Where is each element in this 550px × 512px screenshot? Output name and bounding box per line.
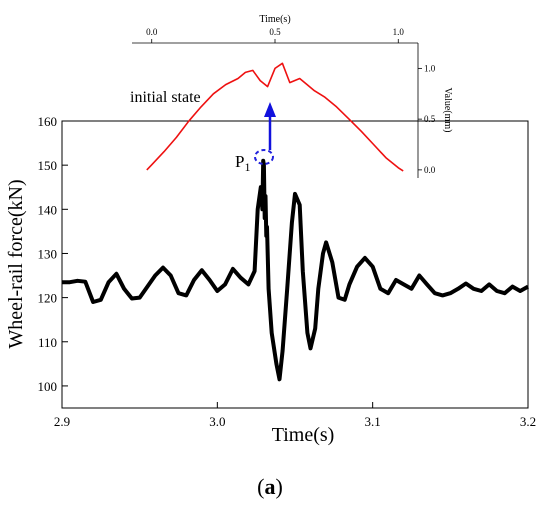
inset-legend-label: initial state (130, 89, 201, 106)
main-series-line (62, 158, 529, 382)
main-y-axis-label: Wheel-rail force(kN) (5, 179, 27, 348)
main-x-tick-label: 3.1 (365, 414, 381, 429)
inset-x-axis-label: Time(s) (259, 14, 290, 25)
inset-y-ticks: 0.0 0.5 1.0 (418, 63, 436, 175)
main-y-ticks: 100 110 120 130 140 150 160 (38, 114, 68, 394)
main-x-tick-label: 2.9 (54, 414, 70, 429)
main-y-tick-label: 140 (38, 202, 58, 217)
main-chart: 2.9 3.0 3.1 3.2 100 110 120 130 140 150 160 Time(… (5, 114, 536, 446)
main-y-tick-label: 160 (38, 114, 58, 129)
inset-y-tick-label: 0.0 (424, 165, 436, 175)
p1-marker-ellipse (254, 149, 274, 165)
inset-x-tick-label: 1.0 (393, 27, 405, 37)
inset-x-tick-label: 0.0 (146, 27, 158, 37)
inset-y-tick-label: 0.5 (424, 114, 436, 124)
main-plot-frame (61, 120, 529, 409)
main-x-axis-label: Time(s) (272, 424, 335, 446)
inset-y-tick-label: 1.0 (424, 63, 436, 73)
p1-annotation: P1 (235, 102, 276, 174)
main-y-tick-label: 110 (38, 335, 57, 350)
p1-arrow-head (264, 102, 276, 117)
main-y-tick-label: 120 (38, 291, 58, 306)
p1-subscript: 1 (244, 160, 250, 174)
inset-y-axis-label: Value(mm) (442, 88, 453, 133)
main-y-tick-label: 100 (38, 379, 58, 394)
main-y-tick-label: 130 (38, 246, 58, 261)
figure-caption: (a) (257, 474, 283, 499)
inset-series-line (146, 62, 404, 172)
inset-x-tick-label: 0.5 (269, 27, 281, 37)
main-x-ticks: 2.9 3.0 3.1 3.2 (54, 402, 536, 429)
inset-x-ticks: 0.0 0.5 1.0 (146, 27, 404, 43)
main-x-tick-label: 3.0 (209, 414, 225, 429)
inset-chart: 0.0 0.5 1.0 0.0 0.5 1.0 Time(s) Value(mm) in… (130, 14, 453, 178)
p1-label: P1 (235, 152, 250, 174)
main-y-tick-label: 150 (38, 158, 58, 173)
main-x-tick-label: 3.2 (520, 414, 536, 429)
